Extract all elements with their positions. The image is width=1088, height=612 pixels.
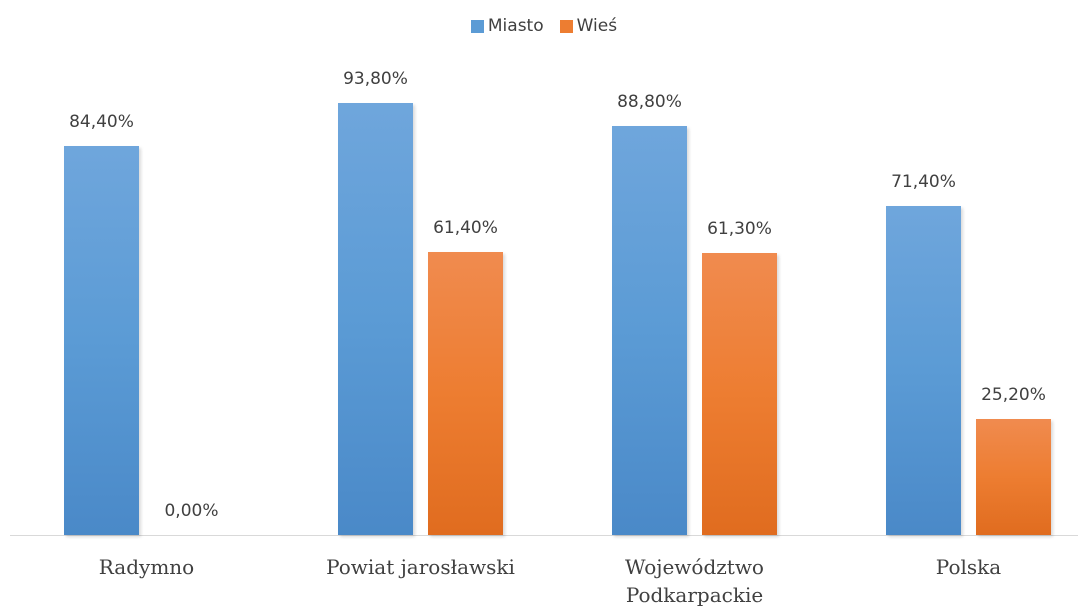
legend-item: Wieś	[559, 16, 618, 36]
x-axis-line	[10, 535, 1078, 536]
legend-label: Miasto	[487, 16, 544, 36]
data-label: 93,80%	[343, 69, 408, 89]
x-tick-label: Powiat jarosławski	[326, 555, 515, 579]
bar	[338, 103, 413, 535]
bar	[428, 252, 503, 535]
bar	[702, 252, 777, 535]
data-label: 0,00%	[164, 501, 219, 521]
x-tick-label: Polska	[935, 555, 1002, 579]
bar	[886, 206, 961, 535]
data-label: 61,30%	[707, 218, 772, 239]
data-label: 84,40%	[69, 112, 134, 133]
legend-item: Miasto	[470, 16, 544, 36]
legend-swatch	[559, 19, 573, 33]
data-label: 61,40%	[433, 218, 498, 239]
bar	[64, 146, 139, 535]
bar	[976, 418, 1051, 535]
legend-swatch	[470, 19, 484, 33]
legend: Miasto Wieś	[0, 16, 1088, 36]
data-label: 88,80%	[617, 92, 682, 113]
data-label: 25,20%	[981, 384, 1046, 405]
bar	[612, 126, 687, 535]
x-tick-label: Województwo Podkarpackie	[625, 555, 764, 607]
x-tick-label: Radymno	[98, 555, 195, 579]
legend-label: Wieś	[576, 16, 618, 36]
data-label: 71,40%	[891, 172, 956, 193]
